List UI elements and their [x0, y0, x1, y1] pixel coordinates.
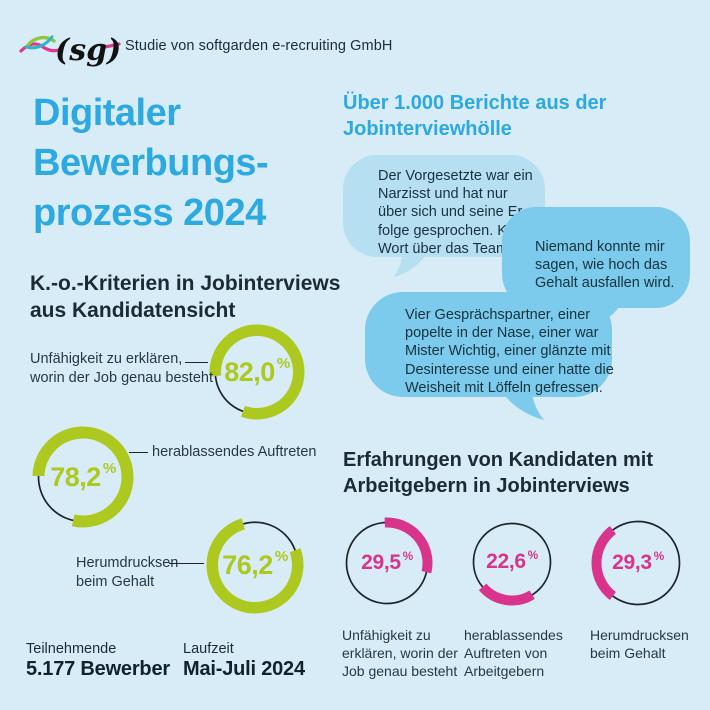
donut-value-label: 82,0%	[224, 355, 290, 387]
speech-bubble-2-text: Niemand konnte mir sagen, wie hoch das G…	[535, 239, 675, 292]
speech-bubble-3	[365, 292, 612, 397]
donut-ko-condescension-label: herablassendes Auftreten	[152, 444, 317, 460]
donut-value-label: 78,2%	[50, 460, 116, 492]
donut-ko-job-description: 82,0%	[209, 324, 305, 420]
study-subtitle: Studie von softgarden e-recruiting GmbH	[125, 38, 393, 54]
donut-ko-condescension: 78,2%	[32, 426, 134, 528]
logo-green-wave	[25, 35, 56, 48]
duration-value: Mai-Juli 2024	[183, 658, 305, 680]
experience-section-heading: Erfahrungen von Kandidaten mit Arbeitgeb…	[343, 449, 654, 497]
donut-value-label: 29,3%	[612, 550, 664, 574]
donut-ko-job-description-label: Unfähigkeit zu erklären, worin der Job g…	[30, 351, 213, 386]
speech-bubble-3-text: Vier Gesprächspartner, einer popelte in …	[405, 307, 614, 396]
donut-ko-salary-evasion-label: Herumdrucksen beim Gehalt	[76, 555, 179, 590]
label-connector-line	[169, 563, 204, 564]
donut-exp-condescension-label: herablassendes Auftreten von Arbeitgeber…	[464, 627, 563, 679]
page-title: Digitaler Bewerbungs- prozess 2024	[33, 92, 269, 234]
donut-value-label: 22,6%	[486, 549, 538, 573]
donut-ko-salary-evasion: 76,2%	[206, 516, 304, 614]
logo-text: (sg)	[55, 33, 121, 68]
logo-pink-dash	[103, 42, 121, 49]
donut-value-label: 29,5%	[361, 550, 413, 574]
speech-bubble-3-tail	[504, 394, 544, 420]
donut-value-label: 76,2%	[222, 548, 288, 580]
donut-exp-salary-evasion: 29,3%	[591, 516, 685, 610]
donut-exp-condescension: 22,6%	[468, 518, 556, 606]
donut-exp-salary-evasion-label: Herumdrucksen beim Gehalt	[590, 627, 689, 661]
speech-bubble-1-tail	[394, 254, 426, 277]
label-connector-line	[129, 452, 148, 453]
ko-section-heading: K.-o.-Kriterien in Jobinterviews aus Kan…	[30, 272, 341, 322]
donut-exp-job-description: 29,5%	[341, 517, 433, 609]
participants-label: Teilnehmende	[26, 641, 117, 657]
logo-teal-wave	[24, 35, 54, 50]
participants-value: 5.177 Bewerber	[26, 658, 170, 680]
donut-exp-job-description-label: Unfähigkeit zu erklären, worin der Job g…	[342, 627, 458, 679]
softgarden-logo: (sg)	[19, 33, 121, 68]
speech-bubble-2	[502, 207, 690, 308]
duration-label: Laufzeit	[183, 641, 234, 657]
reports-heading: Über 1.000 Berichte aus der Jobinterview…	[343, 92, 607, 140]
label-connector-line	[185, 362, 208, 363]
